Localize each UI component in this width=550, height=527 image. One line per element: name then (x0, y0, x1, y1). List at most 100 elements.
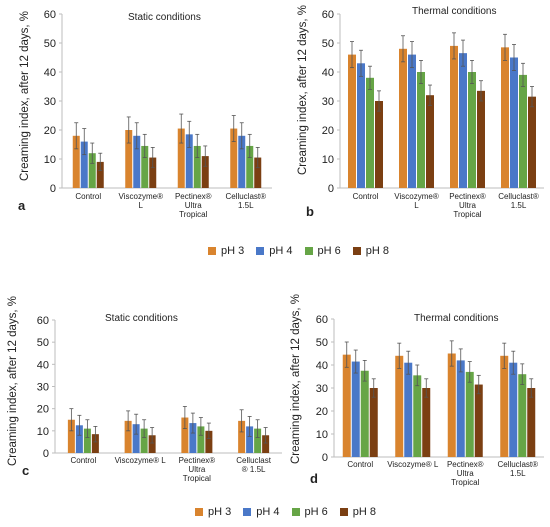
bar (468, 72, 476, 188)
chart-plot-b: 0 10 20 30 40 50 60 (322, 9, 544, 195)
bar (133, 135, 141, 188)
x-category-label: Viscozyme® L (394, 192, 439, 210)
y-tick-label: 60 (37, 315, 49, 327)
bar (205, 430, 213, 453)
legend-top: pH 3 pH 4 pH 6 pH 8 (208, 245, 401, 257)
bar (360, 370, 369, 457)
legend-swatch-ph3 (195, 508, 203, 516)
bar (185, 134, 193, 188)
bar (426, 95, 434, 188)
x-category-label: Viscozyme® L (387, 460, 439, 469)
bar (238, 135, 246, 188)
x-category-label: Celluclast® 1.5L (225, 192, 267, 210)
legend-label: pH 6 (317, 245, 341, 257)
y-tick-label: 30 (44, 96, 56, 108)
legend-item: pH 3 (208, 245, 244, 257)
legend-item: pH 6 (304, 245, 341, 257)
bar (124, 420, 132, 453)
bar (238, 420, 246, 453)
y-tick-label: 0 (43, 448, 49, 460)
bar (181, 417, 189, 453)
bar (88, 153, 96, 188)
bar (96, 161, 104, 188)
bar (254, 157, 262, 188)
bar (369, 388, 378, 457)
bar (91, 434, 99, 453)
legend-swatch-ph3 (208, 247, 216, 255)
y-tick-label: 40 (316, 360, 328, 372)
y-tick-label: 60 (316, 314, 328, 326)
legend-swatch-ph8 (339, 508, 348, 516)
y-tick-label: 50 (44, 38, 56, 50)
bar (527, 388, 536, 457)
x-category-label: Control (75, 192, 102, 201)
y-tick-label: 50 (316, 337, 328, 349)
y-tick-label: 10 (322, 154, 334, 166)
bar (132, 424, 140, 453)
bar (351, 361, 360, 457)
bar (140, 428, 148, 453)
y-tick-label: 40 (37, 359, 49, 371)
legend-label: pH 4 (269, 245, 293, 257)
bar (246, 426, 254, 453)
y-tick-label: 60 (44, 9, 56, 21)
legend-label: pH 4 (256, 506, 280, 518)
legend-item: pH 3 (195, 506, 231, 518)
x-category-label: Pectinex® Ultra Tropical (178, 456, 216, 483)
chart-title: Thermal conditions (412, 6, 497, 17)
y-tick-label: 30 (322, 96, 334, 108)
y-tick-label: 50 (322, 38, 334, 50)
y-tick-label: 30 (316, 383, 328, 395)
x-category-label: Viscozyme® L (114, 456, 166, 465)
bar (413, 375, 422, 457)
x-category-label: Pectinex® Ultra Tropical (446, 460, 484, 487)
y-tick-label: 50 (37, 337, 49, 349)
bar (447, 353, 456, 457)
legend-swatch-ph4 (256, 247, 265, 255)
legend-item: pH 4 (243, 506, 280, 518)
bar (500, 355, 509, 457)
x-category-label: Pectinex® Ultra Tropical (449, 192, 486, 219)
y-tick-label: 0 (50, 183, 56, 195)
panel-label: a (18, 198, 26, 213)
bar (177, 128, 185, 188)
x-category-label: Control (347, 460, 374, 469)
x-category-label: Celluclast® 1.5L (498, 192, 539, 210)
legend-label: pH 8 (365, 245, 389, 257)
bar (80, 141, 88, 188)
y-tick-label: 30 (37, 382, 49, 394)
y-tick-label: 10 (37, 426, 49, 438)
chart-plot-a: 0 10 20 30 40 50 60 (44, 9, 272, 195)
y-tick-label: 40 (322, 67, 334, 79)
bar (197, 426, 205, 453)
legend-swatch-ph8 (352, 247, 361, 255)
legend-swatch-ph4 (243, 508, 252, 516)
bar (459, 53, 467, 189)
bar (477, 90, 485, 188)
y-tick-label: 0 (322, 452, 328, 464)
bar (408, 54, 416, 188)
chart-title: Static conditions (128, 12, 201, 23)
x-category-label: Celluclast® 1.5L (497, 460, 539, 478)
y-tick-label: 20 (322, 125, 334, 137)
bar (262, 435, 270, 453)
bar (395, 355, 404, 457)
bar (528, 96, 536, 188)
bar (399, 48, 407, 188)
legend-label: pH 6 (304, 506, 328, 518)
legend-item: pH 4 (256, 245, 293, 257)
x-category-label: Control (352, 192, 379, 201)
x-category-label: Viscozyme® L (118, 192, 163, 210)
bar (125, 130, 133, 188)
y-tick-label: 20 (316, 406, 328, 418)
y-tick-label: 10 (316, 429, 328, 441)
y-tick-label: 40 (44, 67, 56, 79)
panel-label: d (310, 471, 318, 486)
bar (417, 72, 425, 188)
bar (67, 419, 75, 453)
bar (510, 57, 518, 188)
bar (72, 135, 80, 188)
y-tick-label: 20 (44, 125, 56, 137)
chart-panel-d: Creaming index, after 12 days, % Thermal… (282, 293, 550, 493)
bar (75, 425, 83, 453)
